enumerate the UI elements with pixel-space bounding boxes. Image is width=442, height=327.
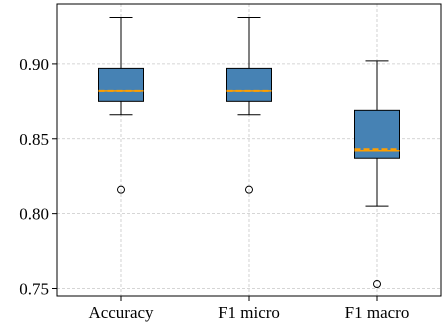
outlier-point <box>117 185 125 194</box>
iqr-box <box>226 67 272 102</box>
axes: 0.75 0.80 0.85 0.90 Accuracy F1 micro F1 macro <box>19 55 409 322</box>
plot-frame <box>56 3 442 297</box>
box-group-accuracy <box>98 16 144 194</box>
y-tick-label: 0.90 <box>19 55 49 74</box>
outlier-point <box>245 185 253 194</box>
y-tick-label: 0.80 <box>19 205 49 224</box>
box-group-f1-micro <box>226 16 272 194</box>
y-tick-label: 0.75 <box>19 280 49 299</box>
x-tick-label: F1 macro <box>345 303 410 322</box>
outlier-point <box>373 280 381 289</box>
x-tick-label: Accuracy <box>88 303 154 322</box>
x-tick-label: F1 micro <box>218 303 280 322</box>
box-plot-series <box>98 16 400 289</box>
y-tick-label: 0.85 <box>19 130 49 149</box>
iqr-box <box>98 67 144 102</box>
box-group-f1-macro <box>354 60 400 289</box>
